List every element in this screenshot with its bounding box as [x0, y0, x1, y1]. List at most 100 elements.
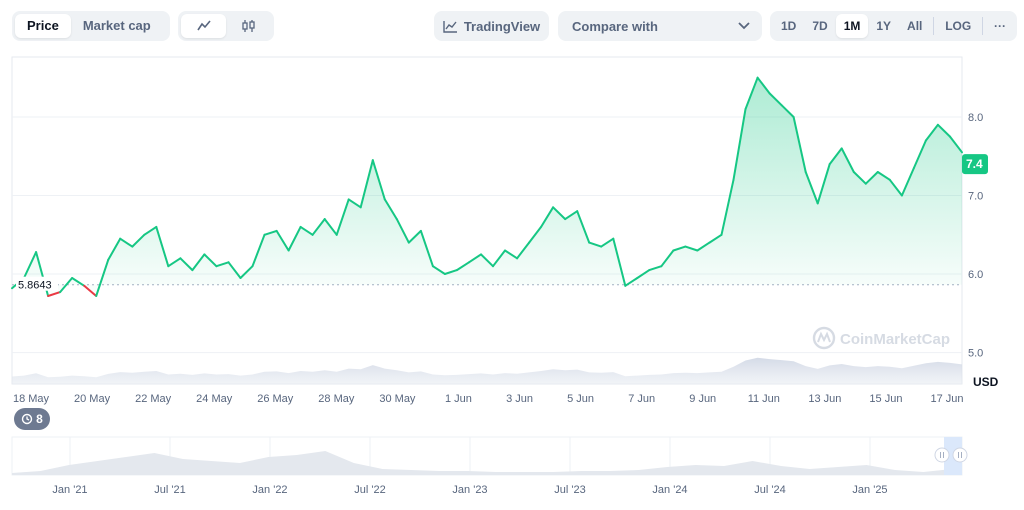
log-scale-button[interactable]: LOG	[945, 19, 972, 33]
price-line-segment	[287, 225, 302, 252]
price-line-segment	[936, 123, 951, 138]
history-count: 8	[36, 412, 43, 426]
price-line-segment	[455, 261, 470, 272]
price-line-segment	[504, 249, 519, 260]
price-line-segment	[732, 108, 747, 181]
navigator-label: Jan '24	[652, 484, 687, 496]
price-line-segment	[696, 241, 711, 252]
tradingview-button[interactable]: TradingView	[434, 11, 549, 41]
x-tick-label: 22 May	[135, 393, 172, 405]
y-axis-unit: USD	[973, 375, 999, 389]
price-line-segment	[636, 269, 651, 279]
chart-frame	[11, 56, 963, 385]
x-tick-label: 3 Jun	[506, 393, 533, 405]
price-line-segment	[11, 277, 25, 290]
price-line-segment	[107, 237, 122, 261]
range-1d-button[interactable]: 1D	[781, 19, 797, 33]
price-line-segment	[540, 206, 555, 228]
compare-with-label: Compare with	[572, 18, 658, 34]
price-line-segment	[23, 251, 38, 279]
price-line-segment	[371, 159, 386, 201]
price-line-segment	[816, 163, 831, 205]
price-line-segment	[864, 171, 879, 185]
price-line-segment	[311, 218, 326, 236]
navigator-area	[12, 451, 952, 475]
price-line-segment	[900, 167, 915, 197]
price-area	[12, 77, 962, 296]
marketcap-tab[interactable]: Market cap	[82, 18, 151, 33]
price-line-segment	[949, 135, 963, 154]
line-chart-button[interactable]	[181, 14, 226, 38]
more-options-button[interactable]: ···	[993, 19, 1006, 33]
volume-area	[12, 357, 962, 384]
divider	[933, 17, 935, 35]
navigator-label: Jan '23	[452, 484, 487, 496]
price-line-segment	[95, 258, 110, 297]
price-line-segment	[179, 257, 194, 272]
price-line-segment	[624, 277, 639, 287]
price-line-segment	[323, 218, 338, 236]
price-line-segment	[492, 249, 506, 268]
price-line-segment	[383, 198, 398, 221]
price-line-segment	[612, 237, 627, 287]
x-tick-label: 7 Jun	[628, 393, 655, 405]
price-line-segment	[660, 249, 675, 268]
price-line-segment	[840, 147, 855, 173]
x-tick-label: 17 Jun	[930, 393, 963, 405]
navigator-label: Jan '21	[52, 484, 87, 496]
price-line-segment	[648, 265, 663, 272]
navigator-label: Jul '21	[154, 484, 185, 496]
price-line-segment	[131, 233, 146, 248]
navigator-label: Jul '23	[554, 484, 585, 496]
price-tab[interactable]: Price	[15, 14, 71, 38]
price-line-segment	[191, 253, 206, 272]
reference-price-label: 5.8643	[18, 280, 52, 292]
divider	[982, 17, 983, 35]
line-chart-icon	[196, 20, 211, 31]
price-line-segment	[684, 245, 699, 252]
candlestick-button[interactable]	[226, 14, 271, 38]
chart-style-toggle	[178, 11, 274, 41]
price-line-segment	[516, 241, 531, 260]
navigator-selection[interactable]	[944, 437, 962, 475]
price-line-segment	[227, 261, 242, 279]
x-tick-label: 9 Jun	[689, 393, 716, 405]
navigator-handle[interactable]	[952, 447, 968, 463]
price-line-segment	[155, 225, 170, 268]
watermark-label: CoinMarketCap	[840, 331, 950, 348]
price-line-segment	[407, 229, 422, 244]
x-tick-label: 18 May	[13, 393, 50, 405]
y-tick-label: 7.0	[968, 191, 983, 203]
compare-with-dropdown[interactable]: Compare with	[558, 11, 762, 41]
navigator-frame[interactable]	[11, 436, 963, 476]
price-line-segment	[480, 253, 494, 268]
time-range-selector: 1D 7D 1M 1Y All LOG ···	[770, 11, 1017, 41]
navigator-label: Jul '24	[754, 484, 785, 496]
price-line-segment	[912, 139, 927, 169]
range-1m-button[interactable]: 1M	[835, 14, 869, 38]
x-tick-label: 20 May	[74, 393, 111, 405]
history-badge[interactable]: 8	[14, 408, 50, 430]
y-tick-label: 8.0	[968, 112, 983, 124]
price-line-segment	[552, 206, 567, 221]
range-1y-button[interactable]: 1Y	[876, 19, 892, 33]
price-line-segment	[119, 237, 134, 248]
range-7d-button[interactable]: 7D	[812, 19, 828, 33]
history-icon	[21, 413, 33, 425]
price-line-segment	[804, 171, 819, 205]
price-line-segment	[71, 277, 86, 287]
price-line-segment	[564, 210, 579, 221]
range-all-button[interactable]: All	[907, 19, 923, 33]
price-line-segment	[419, 229, 434, 268]
price-line-segment	[239, 265, 254, 279]
price-line-segment	[720, 178, 735, 236]
navigator-handle[interactable]	[934, 447, 950, 463]
price-line-segment	[431, 265, 446, 275]
price-line-segment	[600, 237, 615, 248]
price-line-segment	[576, 210, 591, 244]
tradingview-icon	[443, 20, 457, 33]
x-tick-label: 15 Jun	[869, 393, 902, 405]
price-line-segment	[275, 229, 290, 252]
x-tick-label: 28 May	[318, 393, 355, 405]
